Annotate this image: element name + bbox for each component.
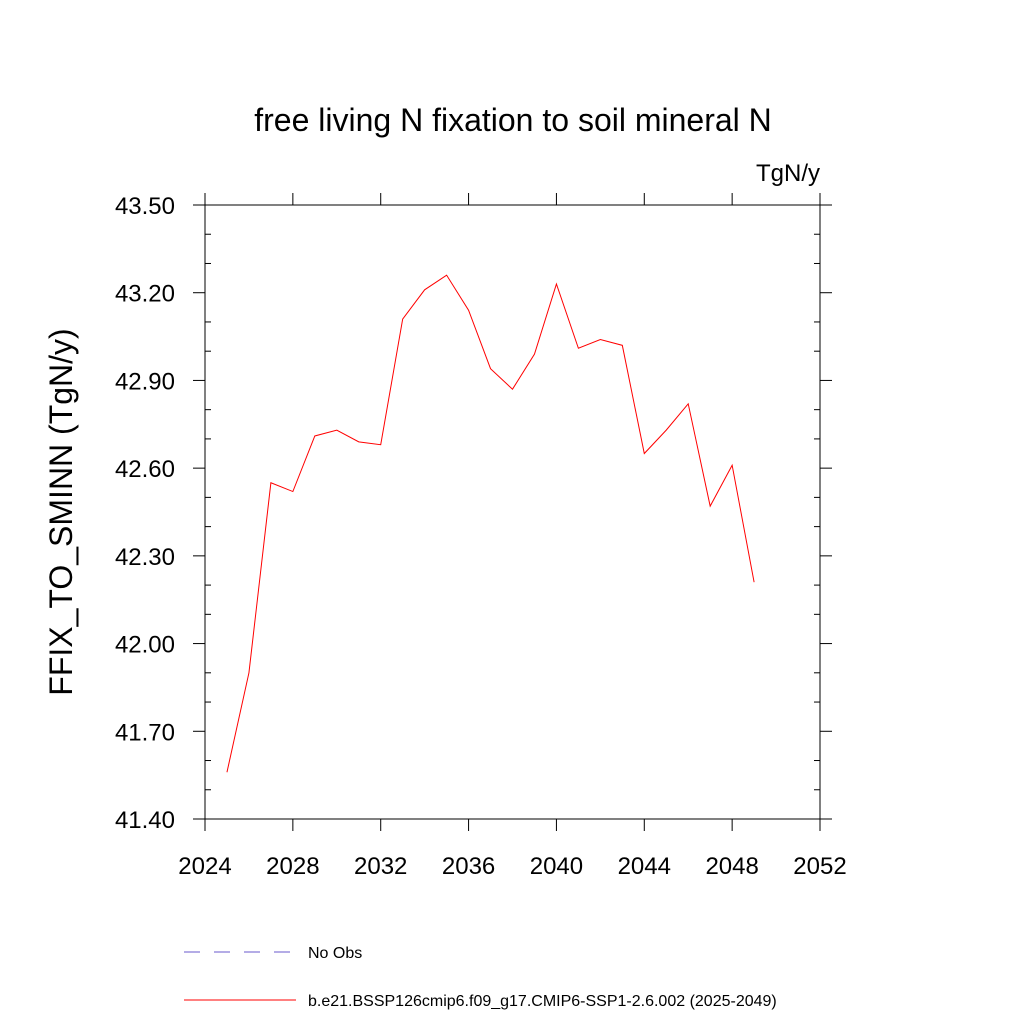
x-tick-labels: 2024 2028 2032 2036 2040 2044 2048 2052 (178, 853, 846, 880)
chart-title: free living N fixation to soil mineral N (254, 102, 772, 138)
y-tick-label: 43.20 (115, 281, 175, 308)
units-label: TgN/y (756, 160, 820, 187)
y-tick-label: 41.40 (115, 807, 175, 834)
x-tick-label: 2032 (354, 853, 407, 880)
x-tick-label: 2024 (178, 853, 231, 880)
x-tick-label: 2052 (793, 853, 846, 880)
axis-ticks (193, 193, 832, 831)
x-tick-label: 2040 (530, 853, 583, 880)
y-tick-label: 41.70 (115, 719, 175, 746)
x-tick-label: 2028 (266, 853, 319, 880)
x-tick-label: 2048 (705, 853, 758, 880)
x-tick-label: 2044 (618, 853, 671, 880)
y-axis-label: FFIX_TO_SMINN (TgN/y) (43, 328, 79, 695)
series-line (226, 274, 755, 773)
y-tick-labels: 41.40 41.70 42.00 42.30 42.60 42.90 43.20 43.50 (115, 193, 175, 834)
legend-label-model: b.e21.BSSP126cmip6.f09_g17.CMIP6-SSP1-2.… (308, 993, 777, 1010)
legend: No Obs b.e21.BSSP126cmip6.f09_g17.CMIP6-… (184, 945, 777, 1010)
y-tick-label: 43.50 (115, 193, 175, 220)
y-tick-label: 42.30 (115, 544, 175, 571)
series-group (226, 274, 755, 773)
y-tick-label: 42.00 (115, 632, 175, 659)
y-tick-label: 42.90 (115, 368, 175, 395)
x-tick-label: 2036 (442, 853, 495, 880)
plot-frame (204, 204, 821, 820)
legend-label-no-obs: No Obs (308, 945, 362, 962)
y-tick-label: 42.60 (115, 456, 175, 483)
